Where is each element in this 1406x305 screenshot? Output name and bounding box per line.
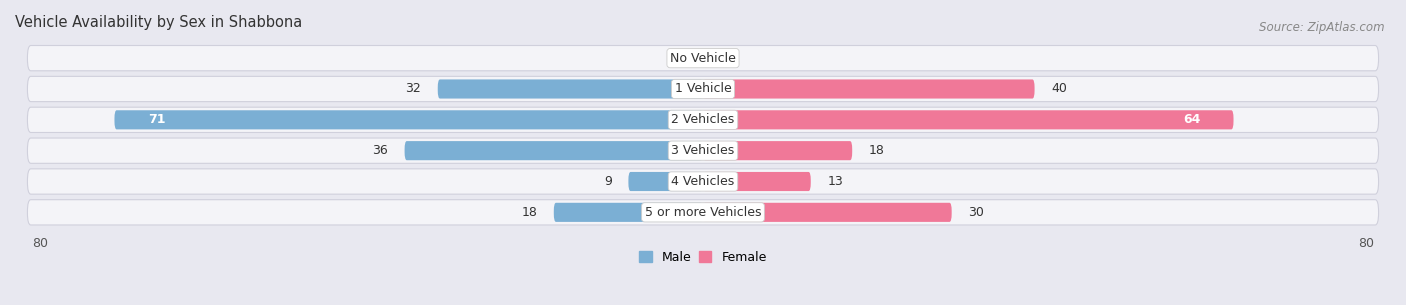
FancyBboxPatch shape [28,138,1378,163]
FancyBboxPatch shape [703,110,1233,129]
Text: 36: 36 [373,144,388,157]
FancyBboxPatch shape [28,45,1378,71]
FancyBboxPatch shape [554,203,703,222]
FancyBboxPatch shape [28,200,1378,225]
FancyBboxPatch shape [703,141,852,160]
FancyBboxPatch shape [114,110,703,129]
FancyBboxPatch shape [437,79,703,99]
Text: 0: 0 [671,52,678,65]
FancyBboxPatch shape [628,172,703,191]
FancyBboxPatch shape [703,79,1035,99]
Text: 18: 18 [522,206,537,219]
Text: 71: 71 [148,113,165,126]
Legend: Male, Female: Male, Female [634,246,772,269]
Text: 2 Vehicles: 2 Vehicles [672,113,734,126]
Text: No Vehicle: No Vehicle [671,52,735,65]
FancyBboxPatch shape [28,169,1378,194]
Text: 30: 30 [969,206,984,219]
FancyBboxPatch shape [405,141,703,160]
Text: 9: 9 [605,175,612,188]
FancyBboxPatch shape [28,76,1378,102]
Text: 0: 0 [728,52,735,65]
Text: 13: 13 [827,175,844,188]
Text: 32: 32 [405,82,422,95]
FancyBboxPatch shape [28,107,1378,132]
Text: 18: 18 [869,144,884,157]
FancyBboxPatch shape [703,203,952,222]
Text: 3 Vehicles: 3 Vehicles [672,144,734,157]
Text: Vehicle Availability by Sex in Shabbona: Vehicle Availability by Sex in Shabbona [15,15,302,30]
Text: Source: ZipAtlas.com: Source: ZipAtlas.com [1260,21,1385,34]
FancyBboxPatch shape [703,172,811,191]
Text: 1 Vehicle: 1 Vehicle [675,82,731,95]
Text: 40: 40 [1052,82,1067,95]
Text: 64: 64 [1182,113,1201,126]
Text: 4 Vehicles: 4 Vehicles [672,175,734,188]
Text: 5 or more Vehicles: 5 or more Vehicles [645,206,761,219]
